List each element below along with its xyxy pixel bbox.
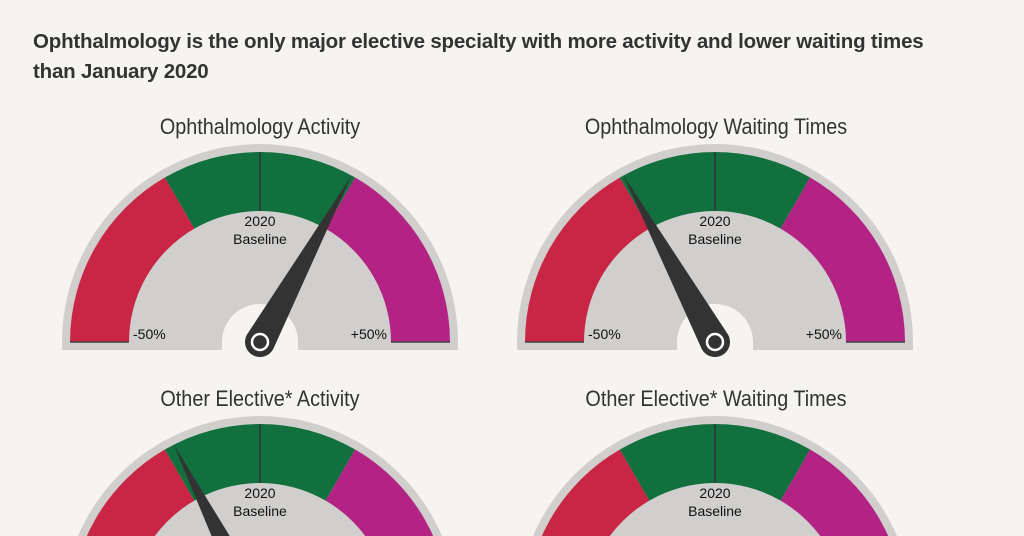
- gauge-zone: [70, 177, 195, 342]
- max-label: +50%: [351, 326, 387, 342]
- baseline-label: Baseline: [688, 231, 742, 247]
- headline: Ophthalmology is the only major elective…: [33, 30, 924, 83]
- needle-pivot: [250, 332, 270, 352]
- gauge-title-other-waiting: Other Elective* Waiting Times: [585, 386, 847, 411]
- gauge-title-ophthalmology-activity: Ophthalmology Activity: [159, 114, 361, 139]
- baseline-label: Baseline: [233, 503, 287, 519]
- max-label: +50%: [806, 326, 842, 342]
- gauge-zone: [541, 449, 650, 536]
- gauge-zone: [525, 177, 650, 342]
- gauge-zone: [325, 449, 434, 536]
- baseline-label: Baseline: [233, 231, 287, 247]
- baseline-year-label: 2020: [244, 213, 275, 229]
- needle-pivot: [705, 332, 725, 352]
- gauge-zone: [325, 177, 451, 342]
- baseline-label: Baseline: [688, 503, 742, 519]
- gauge-needle: [245, 175, 352, 358]
- gauge-needle: [173, 444, 230, 536]
- gauge-zone: [86, 449, 195, 536]
- baseline-year-label: 2020: [244, 485, 275, 501]
- gauge-zone: [780, 449, 889, 536]
- baseline-year-label: 2020: [699, 213, 730, 229]
- gauge-needle: [623, 175, 730, 358]
- gauge-title-ophthalmology-waiting: Ophthalmology Waiting Times: [584, 114, 848, 139]
- min-label: -50%: [588, 326, 621, 342]
- baseline-year-label: 2020: [699, 485, 730, 501]
- min-label: -50%: [133, 326, 166, 342]
- gauge-title-other-activity: Other Elective* Activity: [160, 386, 360, 411]
- gauge-zone: [780, 177, 906, 342]
